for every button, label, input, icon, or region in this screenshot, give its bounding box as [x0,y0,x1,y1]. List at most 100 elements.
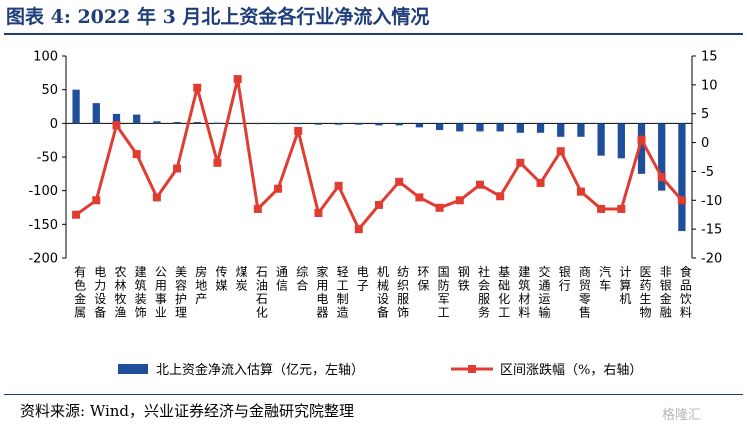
line-point [72,210,81,219]
category-label: 电力设备 [94,265,106,320]
bar [435,123,444,131]
category-label: 机械设备 [377,265,389,320]
bar [112,113,121,124]
source-note: 资料来源: Wind，兴业证券经济与金融研究院整理 [20,402,355,420]
right-tick-label: -20 [701,252,722,267]
category-label: 通信 [276,265,288,293]
left-tick-label: 50 [41,83,58,98]
line-point [213,158,222,167]
line-point [132,150,141,159]
bar [294,123,302,125]
category-label: 医药生物 [640,265,652,320]
line-point [435,203,444,212]
bar [234,123,242,125]
left-tick-label: -50 [37,151,58,166]
line-point [617,204,626,213]
title-rule [4,33,743,35]
category-label: 非银金融 [660,265,672,320]
bar-series [72,89,686,232]
line-point [112,121,121,130]
bar [133,114,141,124]
bar [557,123,565,137]
category-label: 汽车 [599,264,611,293]
line-point [92,196,101,205]
bar [536,123,545,133]
line-point [193,83,202,92]
right-tick-label: 0 [701,136,709,151]
left-tick-label: 0 [50,117,58,132]
left-tick-label: 100 [33,50,58,65]
category-label: 交通运输 [539,264,551,320]
left-tick-label: -150 [28,218,58,233]
bar [153,121,161,124]
line-point [475,180,484,189]
category-label: 家用电器 [316,264,328,320]
line-point [496,192,505,201]
line-point [637,135,646,144]
line-point [677,196,686,205]
bar [92,103,100,124]
left-tick-label: -100 [28,184,58,199]
line-point [576,187,585,196]
source-rule [4,394,743,395]
legend-line-marker [468,365,476,373]
bar [173,121,181,124]
chart-title: 图表 4: 2022 年 3 月北上资金各行业净流入情况 [6,6,430,28]
line-point [657,173,666,182]
right-tick-label: 15 [701,50,718,65]
line-point [556,147,565,156]
line-point [253,204,262,213]
line-point [516,158,525,167]
line-point [152,193,161,202]
line-point [274,184,283,193]
category-label: 银行 [559,265,571,293]
category-label: 建筑装饰 [135,265,147,320]
bar [577,123,585,137]
watermark: 格隆汇 [662,408,702,423]
category-label: 综合 [296,265,308,293]
right-tick-label: -5 [701,165,714,180]
category-label: 石油石化 [256,265,268,320]
category-label: 传媒 [215,264,227,293]
legend-bar-label: 北上资金净流入估算（亿元，左轴） [156,362,364,378]
line-point [354,225,363,234]
category-label: 基础化工 [498,265,510,320]
category-label: 环保 [417,265,429,293]
line-point [375,200,383,209]
bar [355,123,363,125]
bar [516,123,524,133]
bar [193,121,201,124]
bar [597,123,605,156]
category-label: 商贸零售 [579,264,591,320]
bar [637,123,646,174]
bar [415,123,424,128]
line-point [455,196,464,205]
bar [395,123,403,126]
bar [334,123,343,125]
left-tick-label: -200 [28,252,58,267]
bar [314,123,323,125]
bar [456,123,464,132]
legend: 北上资金净流入估算（亿元，左轴） 区间涨跌幅（%，右轴） [118,362,642,378]
category-labels: 有色金属电力设备农林牧渔建筑装饰公用事业美容护理房地产传媒煤炭石油石化通信综合家… [74,264,692,320]
category-label: 国防军工 [438,265,450,320]
category-label: 电子 [357,265,369,293]
line-point [294,127,303,136]
bar [72,89,80,124]
line-point [334,181,343,190]
category-label: 社会服务 [478,264,490,320]
category-label: 房地产 [195,264,207,306]
legend-line-label: 区间涨跌幅（%，右轴） [500,362,642,378]
category-label: 纺织服饰 [397,265,409,320]
category-label: 农林牧渔 [114,265,126,320]
category-label: 煤炭 [236,265,248,293]
category-label: 钢铁 [458,265,470,293]
category-label: 有色金属 [74,265,86,320]
line-point [597,204,606,213]
category-label: 公用事业 [155,265,167,320]
bar [496,123,504,132]
bar [678,123,686,232]
line-point [233,75,242,84]
